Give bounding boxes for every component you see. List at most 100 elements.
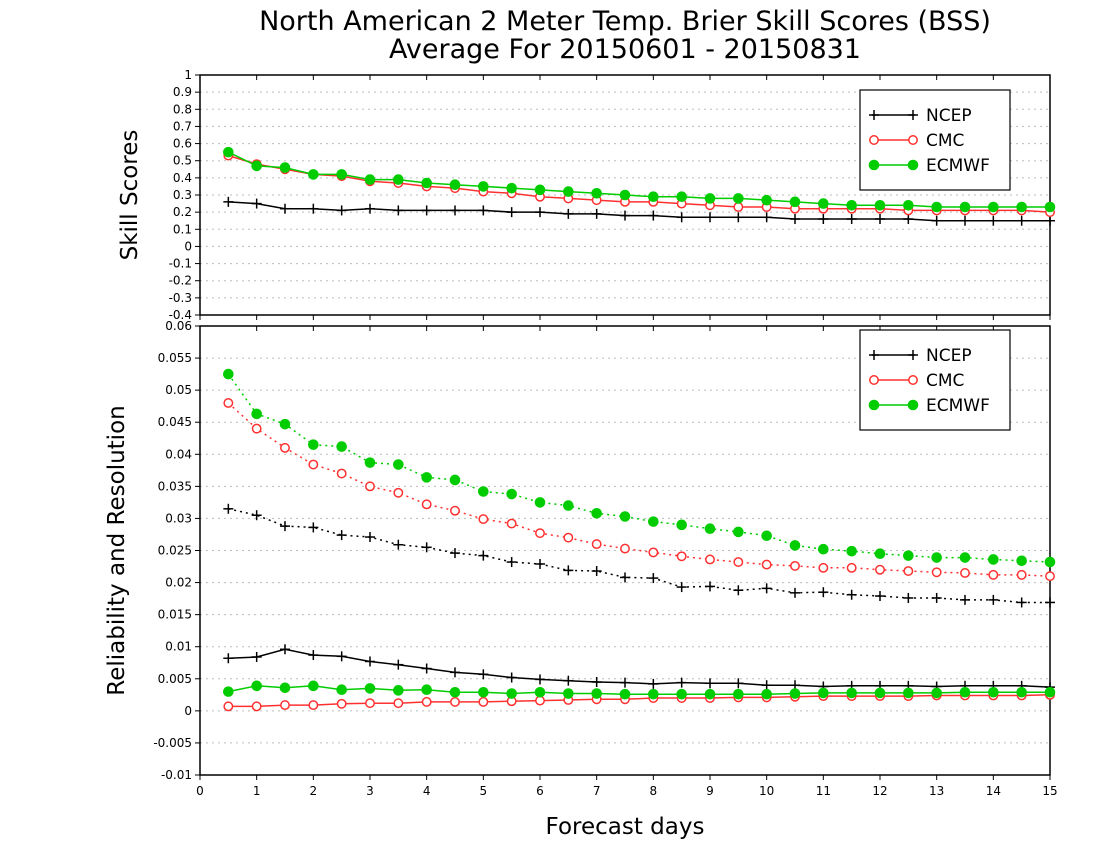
data-point — [1016, 555, 1027, 567]
data-point — [818, 198, 829, 209]
legend-marker — [869, 350, 879, 360]
legend-marker — [907, 399, 919, 411]
x-tick-label: 2 — [310, 784, 318, 798]
data-point — [1016, 201, 1027, 213]
x-tick-label: 9 — [706, 784, 714, 798]
data-point — [393, 659, 404, 670]
y-tick-label: -0.2 — [169, 274, 192, 288]
data-point — [506, 488, 517, 500]
y-tick-label: 1 — [184, 68, 192, 82]
y-tick-label: 0.045 — [158, 415, 192, 429]
data-point — [421, 542, 432, 553]
y-tick-label: 0.03 — [165, 511, 192, 525]
data-point — [308, 203, 319, 214]
data-point — [959, 201, 971, 213]
data-point — [506, 672, 517, 683]
data-point — [648, 210, 659, 221]
y-tick-label: 0.9 — [173, 85, 192, 99]
y-tick-label: 0.025 — [158, 544, 192, 558]
series-ncep-dotted — [223, 503, 1055, 608]
y-tick-label: 0.01 — [165, 640, 192, 654]
y-tick-label: 0.005 — [158, 672, 192, 686]
data-point — [393, 698, 404, 709]
data-point — [874, 687, 886, 699]
data-point — [648, 688, 659, 700]
data-point — [733, 212, 744, 223]
x-tick-label: 7 — [593, 784, 601, 798]
data-point — [478, 669, 489, 680]
data-point — [251, 680, 262, 692]
data-point — [251, 423, 262, 434]
data-point — [223, 146, 234, 158]
data-point — [1016, 686, 1027, 698]
data-point — [591, 187, 602, 199]
data-point — [251, 651, 262, 662]
data-point — [279, 682, 291, 694]
data-point — [903, 592, 914, 603]
series-ncep-solid — [223, 644, 1055, 693]
legend-label: CMC — [926, 131, 964, 151]
y-tick-label: -0.1 — [169, 257, 192, 271]
data-point — [336, 205, 347, 216]
x-tick-label: 13 — [929, 784, 944, 798]
x-tick-label: 0 — [196, 784, 204, 798]
series-cmc-dotted — [223, 398, 1055, 582]
series-ecmwf-solid — [223, 146, 1056, 213]
data-point — [563, 208, 574, 219]
data-point — [761, 559, 772, 570]
data-point — [506, 688, 517, 699]
data-point — [818, 587, 829, 598]
data-point — [393, 205, 404, 216]
data-point — [705, 581, 715, 592]
data-point — [506, 518, 517, 529]
data-point — [393, 174, 404, 185]
data-point — [931, 215, 942, 226]
data-point — [421, 696, 432, 707]
data-point — [846, 589, 857, 600]
data-point — [506, 182, 517, 194]
data-point — [280, 521, 290, 532]
data-point — [478, 514, 489, 525]
data-point — [534, 497, 546, 508]
y-tick-label: 0.06 — [165, 319, 192, 333]
data-point — [648, 516, 659, 527]
data-point — [620, 543, 630, 554]
data-point — [336, 468, 347, 479]
data-point — [506, 207, 517, 218]
data-point — [421, 499, 432, 510]
data-point — [676, 688, 687, 700]
data-point — [450, 205, 460, 216]
data-point — [733, 193, 744, 204]
data-point — [1045, 571, 1055, 582]
data-point — [450, 696, 460, 707]
data-point — [676, 677, 687, 688]
data-point — [450, 548, 460, 559]
data-point — [279, 162, 291, 173]
data-point — [308, 439, 319, 450]
data-point — [676, 519, 687, 531]
series-line — [228, 694, 1051, 708]
legend: NCEP CMC ECMWF — [859, 89, 1011, 191]
data-point — [535, 695, 545, 706]
data-point — [591, 688, 602, 699]
data-point — [818, 687, 829, 699]
y-tick-label: 0.04 — [165, 447, 192, 461]
data-point — [365, 532, 375, 543]
data-point — [931, 201, 942, 213]
data-point — [449, 474, 461, 486]
data-point — [988, 686, 999, 698]
data-point — [535, 558, 545, 569]
data-point — [903, 550, 914, 561]
y-tick-label: 0.02 — [165, 576, 192, 590]
series-line — [228, 508, 1050, 604]
data-point — [393, 539, 404, 550]
data-point — [875, 591, 885, 602]
legend-label: ECMWF — [926, 156, 990, 176]
data-point — [960, 568, 970, 578]
data-point — [874, 199, 886, 211]
data-point — [676, 212, 687, 223]
data-point — [648, 191, 659, 203]
data-point — [1045, 597, 1055, 608]
data-point — [450, 667, 460, 678]
